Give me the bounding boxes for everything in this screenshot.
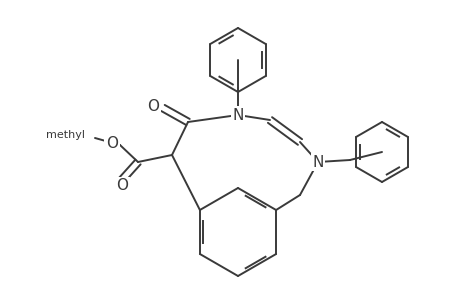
Text: O: O: [147, 98, 159, 113]
Text: N: N: [312, 154, 323, 169]
Text: methyl: methyl: [46, 130, 85, 140]
Text: O: O: [106, 136, 118, 151]
Text: O: O: [116, 178, 128, 194]
Text: N: N: [232, 107, 243, 122]
